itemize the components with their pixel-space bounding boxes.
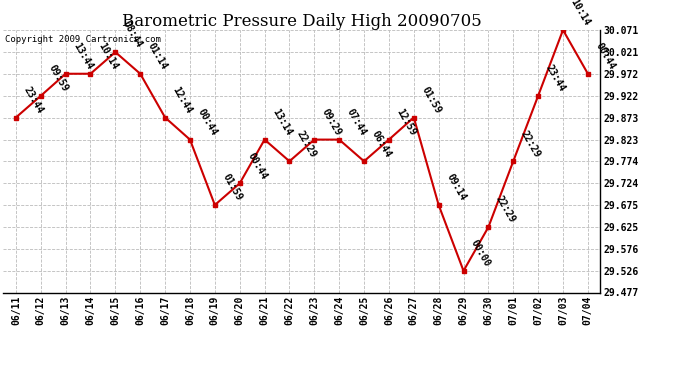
Title: Barometric Pressure Daily High 20090705: Barometric Pressure Daily High 20090705 [122,13,482,30]
Text: 23:44: 23:44 [544,63,567,94]
Text: 10:14: 10:14 [569,0,592,28]
Text: 22:29: 22:29 [519,129,542,159]
Text: 07:44: 07:44 [345,107,368,137]
Text: 09:14: 09:14 [444,172,468,203]
Text: 00:44: 00:44 [195,107,219,137]
Text: 06:44: 06:44 [370,129,393,159]
Text: 13:44: 13:44 [71,41,95,72]
Text: 23:44: 23:44 [21,85,45,116]
Text: 01:14: 01:14 [146,41,169,72]
Text: 00:00: 00:00 [469,238,493,268]
Text: 12:44: 12:44 [170,85,194,116]
Text: 10:14: 10:14 [96,41,119,72]
Text: 13:14: 13:14 [270,107,293,137]
Text: 00:44: 00:44 [593,41,617,72]
Text: 08:44: 08:44 [121,20,144,50]
Text: 09:29: 09:29 [320,107,343,137]
Text: Copyright 2009 Cartronics.com: Copyright 2009 Cartronics.com [5,35,161,44]
Text: 01:59: 01:59 [220,172,244,203]
Text: 12:59: 12:59 [395,107,418,137]
Text: 00:44: 00:44 [245,151,268,181]
Text: 01:59: 01:59 [420,85,443,116]
Text: 09:59: 09:59 [46,63,70,94]
Text: 22:29: 22:29 [295,129,318,159]
Text: 22:29: 22:29 [494,195,518,225]
